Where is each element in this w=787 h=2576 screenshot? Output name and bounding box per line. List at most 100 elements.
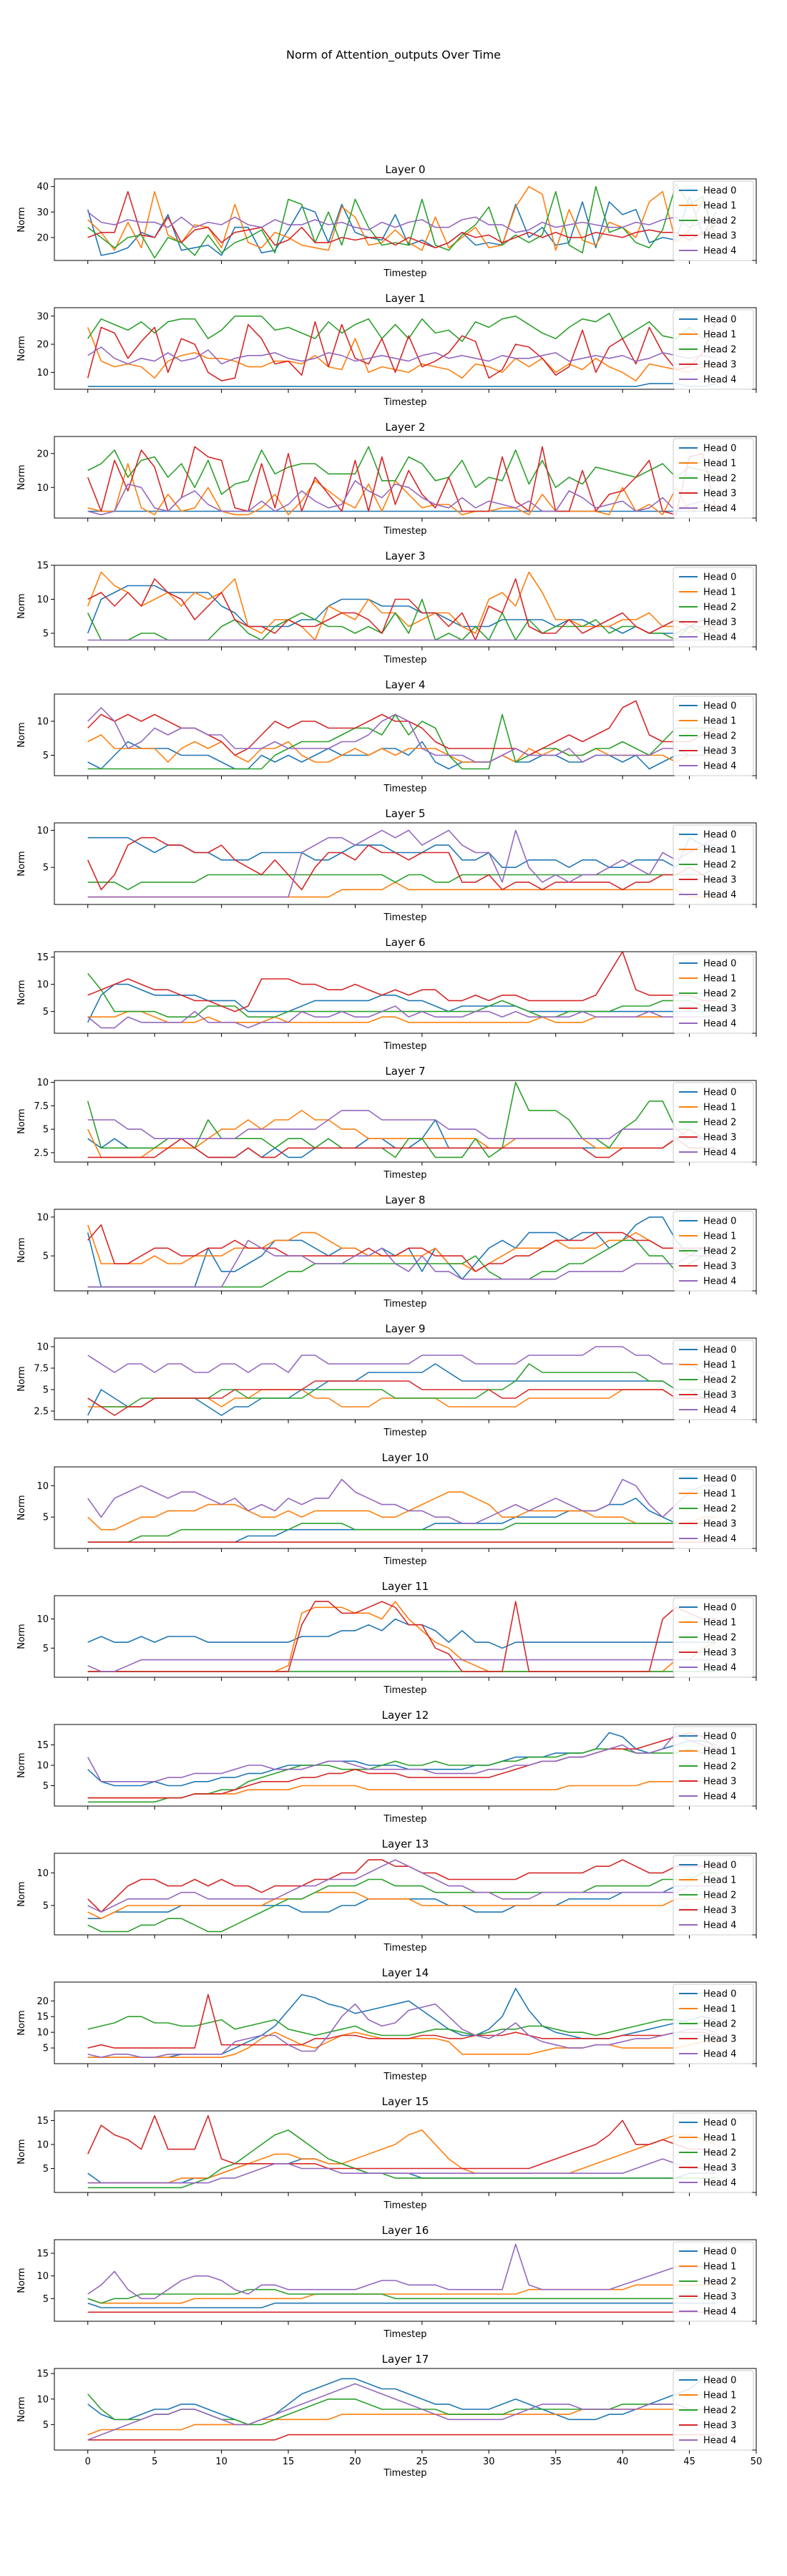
series-line-head-4	[87, 346, 717, 365]
figure-title: Norm of Attention_outputs Over Time	[286, 48, 501, 62]
series-line-head-1	[87, 1491, 716, 1531]
y-tick-label: 5	[43, 629, 49, 640]
y-tick-label: 20	[36, 449, 49, 459]
y-axis-label: Norm	[16, 207, 27, 232]
legend-label: Head 1	[703, 1103, 736, 1113]
y-axis-label: Norm	[16, 1624, 27, 1649]
legend-label: Head 0	[703, 1216, 736, 1227]
legend-label: Head 3	[703, 2163, 736, 2174]
axes-frame	[54, 1853, 757, 1936]
series-line-head-3	[87, 952, 716, 1013]
legend-label: Head 3	[703, 1262, 736, 1272]
legend: Head 0 Head 1 Head 2 Head 3 Head 4	[673, 824, 754, 905]
y-tick-label: 10	[36, 1078, 49, 1088]
axes-frame	[54, 1595, 757, 1678]
series-line-head-4	[87, 2003, 717, 2058]
legend-label: Head 0	[703, 444, 736, 454]
y-axis-label: Norm	[16, 722, 27, 747]
legend-label: Head 1	[703, 1489, 736, 1500]
legend-label: Head 4	[703, 2049, 736, 2060]
y-axis-label: Norm	[16, 464, 27, 489]
legend-label: Head 2	[703, 989, 736, 1000]
series-line-head-2	[87, 2129, 716, 2189]
y-tick-label: 7.5	[34, 1101, 49, 1112]
x-tick-label: 25	[416, 2457, 429, 2467]
legend-label: Head 0	[703, 2376, 736, 2386]
y-axis-label: Norm	[16, 1881, 27, 1906]
subplot-title: Layer 2	[385, 421, 425, 434]
legend-label: Head 3	[703, 360, 736, 371]
series-line-head-1	[87, 1781, 717, 1799]
legend-label: Head 4	[703, 1792, 736, 1802]
axes-frame	[54, 178, 757, 261]
legend-label: Head 1	[703, 1747, 736, 1757]
x-tick-label: 0	[85, 2457, 91, 2467]
series-line-head-2	[87, 2288, 716, 2304]
y-tick-label: 5	[43, 863, 49, 874]
x-tick-label: 35	[549, 2457, 562, 2467]
legend-label: Head 4	[703, 504, 736, 514]
series-line-head-2	[87, 313, 717, 343]
subplot-title: Layer 16	[382, 2224, 429, 2237]
series-line-head-3	[87, 1994, 717, 2049]
series-line-head-0	[87, 983, 717, 1023]
series-line-head-2	[87, 1363, 716, 1407]
legend-label: Head 0	[703, 1474, 736, 1485]
axes-frame	[54, 2239, 757, 2322]
legend-label: Head 0	[703, 830, 736, 841]
x-tick-label: 30	[483, 2457, 495, 2467]
series-line-head-4	[87, 2158, 717, 2184]
subplot-layer-7: Layer 7 2.5 5 7.5 10 Timestep Norm Head 0 Head 1…	[16, 1065, 757, 1181]
legend-label: Head 4	[703, 2178, 736, 2189]
legend-box	[673, 1340, 754, 1420]
series-line-head-4	[87, 2243, 717, 2300]
legend-label: Head 2	[703, 1118, 736, 1128]
legend-label: Head 1	[703, 1360, 736, 1371]
legend-label: Head 1	[703, 845, 736, 856]
series-line-head-3	[87, 1732, 717, 1799]
series-line-head-0	[87, 1732, 717, 1787]
legend-box	[673, 1597, 754, 1678]
subplot-title: Layer 5	[385, 807, 425, 820]
legend-label: Head 3	[703, 2034, 736, 2045]
x-axis-label: Timestep	[383, 1170, 427, 1181]
subplot-title: Layer 12	[382, 1709, 429, 1722]
series-line-head-1	[87, 734, 716, 763]
legend-box	[673, 2370, 754, 2451]
series-line-head-0	[87, 383, 717, 387]
series-line-head-1	[87, 2129, 717, 2184]
legend-label: Head 0	[703, 959, 736, 970]
x-axis-label: Timestep	[383, 268, 427, 279]
legend-label: Head 1	[703, 587, 736, 598]
x-axis-label: Timestep	[383, 397, 427, 408]
axes-frame	[54, 693, 757, 776]
legend-label: Head 3	[703, 231, 736, 242]
legend-label: Head 2	[703, 2277, 736, 2288]
legend-label: Head 2	[703, 2148, 736, 2159]
y-axis-label: Norm	[16, 2010, 27, 2035]
series-line-head-3	[87, 190, 717, 249]
y-tick-label: 5	[43, 2420, 49, 2431]
y-tick-label: 10	[36, 1481, 49, 1492]
legend-label: Head 3	[703, 1648, 736, 1659]
legend-label: Head 3	[703, 2292, 736, 2303]
series-line-head-3	[87, 446, 717, 516]
axes-frame	[54, 822, 757, 905]
series-line-head-2	[87, 1523, 716, 1543]
y-tick-label: 5	[43, 2294, 49, 2305]
y-tick-label: 5	[43, 1513, 49, 1523]
legend-label: Head 4	[703, 890, 736, 901]
legend: Head 0 Head 1 Head 2 Head 3 Head 4	[673, 1984, 754, 2064]
series-line-head-0	[87, 836, 716, 868]
legend-label: Head 0	[703, 1732, 736, 1742]
